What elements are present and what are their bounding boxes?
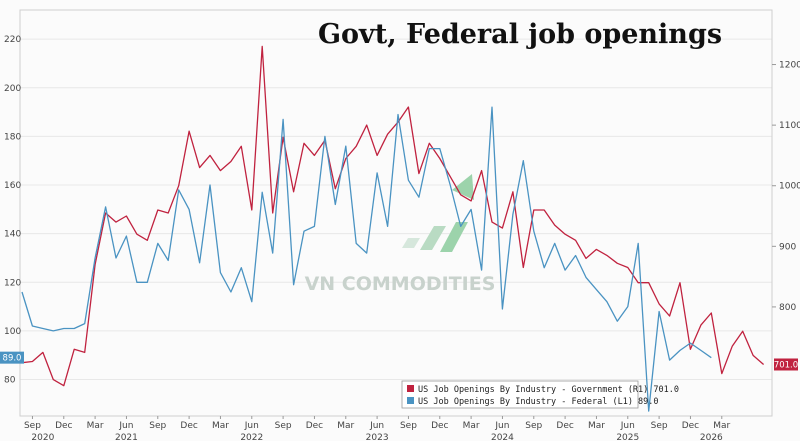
legend-swatch-government <box>407 385 414 392</box>
series-line-government <box>21 45 765 387</box>
series-line-federal <box>21 106 712 412</box>
x-tick-label: Mar <box>713 421 730 431</box>
right-tick-label: 1100 <box>779 121 800 131</box>
last-value-label-left: 89.0 <box>3 354 22 364</box>
x-tick-label: Jun <box>620 421 635 431</box>
legend-label-federal: US Job Openings By Industry - Federal (L… <box>418 397 659 407</box>
x-tick-label: Mar <box>212 421 229 431</box>
last-value-flags: 701.0 89.0 <box>0 351 798 371</box>
x-year-label: 2021 <box>115 433 138 441</box>
watermark-text: VN COMMODITIES <box>305 273 496 295</box>
x-tick-label: Mar <box>87 421 104 431</box>
legend-swatch-federal <box>407 397 414 404</box>
legend: US Job Openings By Industry - Government… <box>401 380 679 409</box>
x-tick-label: Sep <box>275 421 292 431</box>
x-year-label: 2024 <box>491 433 514 441</box>
right-tick-label: 900 <box>779 242 796 252</box>
x-tick-label: Mar <box>337 421 354 431</box>
watermark-logo <box>402 174 474 252</box>
left-tick-label: 100 <box>4 327 21 337</box>
x-year-label: 2020 <box>31 433 54 441</box>
right-tick-label: 1000 <box>779 182 800 192</box>
legend-box <box>401 380 639 409</box>
x-tick-label: Sep <box>525 421 542 431</box>
x-year-label: 2026 <box>700 433 723 441</box>
last-value-flag-right <box>774 358 798 371</box>
x-tick-label: Jun <box>244 421 259 431</box>
series-layer <box>21 45 765 412</box>
right-axis: 800 900 1000 1100 1200 <box>772 61 800 313</box>
x-tick-label: Dec <box>556 421 573 431</box>
x-tick-label: Mar <box>463 421 480 431</box>
x-year-label: 2025 <box>616 433 639 441</box>
x-tick-label: Sep <box>400 421 417 431</box>
left-tick-label: 180 <box>4 132 21 142</box>
x-tick-label: Jun <box>369 421 384 431</box>
right-tick-label: 1200 <box>779 61 800 71</box>
x-tick-label: Dec <box>682 421 699 431</box>
x-tick-label: Sep <box>149 421 166 431</box>
left-tick-label: 200 <box>4 84 21 94</box>
right-tick-label: 800 <box>779 303 796 313</box>
last-value-label-right: 701.0 <box>774 360 798 370</box>
x-tick-label: Dec <box>431 421 448 431</box>
x-year-label: 2023 <box>366 433 389 441</box>
chart-title: Govt, Federal job openings <box>318 19 722 50</box>
x-tick-label: Dec <box>55 421 72 431</box>
x-tick-label: Mar <box>588 421 605 431</box>
x-axis: Sep Dec Mar Jun Sep Dec Mar Jun Sep Dec Mar Jun Sep D… <box>24 416 731 441</box>
plot-frame <box>19 9 773 417</box>
x-tick-label: Jun <box>118 421 133 431</box>
x-tick-label: Sep <box>24 421 41 431</box>
x-tick-label: Dec <box>306 421 323 431</box>
last-value-flag-left <box>0 351 24 364</box>
left-tick-label: 160 <box>4 181 21 191</box>
x-year-label: 2022 <box>240 433 263 441</box>
left-tick-label: 220 <box>4 35 21 45</box>
left-tick-label: 120 <box>4 278 21 288</box>
left-axis: 80 100 120 140 160 180 200 220 <box>4 35 21 385</box>
x-tick-label: Jun <box>494 421 509 431</box>
x-tick-label: Dec <box>180 421 197 431</box>
left-tick-label: 80 <box>4 376 16 386</box>
x-tick-label: Sep <box>651 421 668 431</box>
left-tick-label: 140 <box>4 230 21 240</box>
legend-label-government: US Job Openings By Industry - Government… <box>418 385 679 395</box>
